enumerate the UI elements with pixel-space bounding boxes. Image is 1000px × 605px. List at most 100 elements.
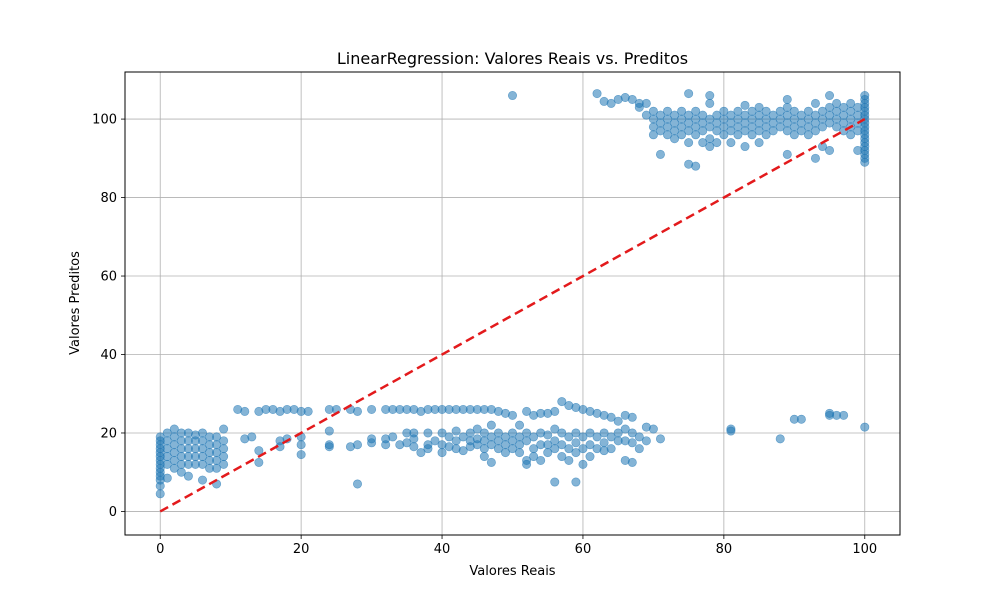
- data-point: [761, 130, 771, 140]
- data-point: [585, 428, 595, 438]
- data-point: [409, 442, 419, 452]
- data-point: [430, 436, 440, 446]
- data-point: [655, 149, 665, 159]
- data-point: [740, 126, 750, 136]
- y-tick-label: 80: [100, 191, 117, 206]
- data-point: [691, 130, 701, 140]
- data-point: [782, 94, 792, 104]
- data-point: [712, 138, 722, 148]
- data-point: [606, 412, 616, 422]
- data-point: [529, 432, 539, 442]
- data-point: [550, 444, 560, 454]
- data-point: [860, 422, 870, 432]
- data-point: [472, 424, 482, 434]
- y-tick-label: 60: [100, 270, 117, 285]
- data-point: [212, 432, 222, 442]
- data-point: [599, 428, 609, 438]
- data-point: [627, 438, 637, 448]
- data-point: [670, 134, 680, 144]
- data-point: [803, 130, 813, 140]
- data-point: [296, 440, 306, 450]
- data-point: [627, 412, 637, 422]
- data-point: [162, 428, 172, 438]
- data-point: [515, 420, 525, 430]
- data-point: [627, 428, 637, 438]
- data-point: [705, 91, 715, 101]
- data-point: [789, 130, 799, 140]
- data-point: [599, 438, 609, 448]
- data-point: [768, 126, 778, 136]
- data-point: [810, 98, 820, 108]
- data-point: [564, 455, 574, 465]
- data-point: [543, 448, 553, 458]
- data-point: [564, 444, 574, 454]
- data-point: [832, 122, 842, 132]
- chart-title: LinearRegression: Valores Reais vs. Pred…: [337, 49, 688, 68]
- data-point: [810, 126, 820, 136]
- data-point: [620, 424, 630, 434]
- data-point: [578, 432, 588, 442]
- data-point: [522, 459, 532, 469]
- data-point: [705, 142, 715, 152]
- data-point: [634, 432, 644, 442]
- data-point: [578, 459, 588, 469]
- data-points: [155, 89, 870, 499]
- data-point: [677, 130, 687, 140]
- data-point: [479, 452, 489, 462]
- data-point: [712, 126, 722, 136]
- data-point: [606, 432, 616, 442]
- data-point: [388, 432, 398, 442]
- axis-ticks: 0 20 40 60 80 100 0 20 40 60 80 100: [92, 113, 877, 557]
- data-point: [684, 89, 694, 99]
- data-point: [839, 410, 849, 420]
- data-point: [782, 126, 792, 136]
- data-point: [303, 406, 313, 416]
- data-point: [571, 477, 581, 487]
- data-point: [627, 94, 637, 104]
- data-point: [684, 126, 694, 136]
- data-point: [219, 459, 229, 469]
- data-point: [557, 440, 567, 450]
- data-point: [634, 102, 644, 112]
- data-point: [155, 432, 165, 442]
- data-point: [810, 153, 820, 163]
- data-point: [662, 130, 672, 140]
- x-tick-label: 60: [575, 542, 592, 557]
- data-point: [641, 98, 651, 108]
- data-point: [522, 436, 532, 446]
- data-point: [825, 118, 835, 128]
- reference-line: [159, 117, 866, 513]
- data-point: [507, 91, 517, 101]
- data-point: [444, 432, 454, 442]
- data-point: [423, 444, 433, 454]
- data-point: [219, 424, 229, 434]
- data-point: [550, 477, 560, 487]
- data-point: [571, 448, 581, 458]
- data-point: [775, 434, 785, 444]
- data-point: [155, 489, 165, 499]
- y-tick-label: 20: [100, 426, 117, 441]
- data-point: [515, 448, 525, 458]
- data-point: [183, 471, 193, 481]
- y-tick-label: 40: [100, 348, 117, 363]
- data-point: [705, 98, 715, 108]
- data-point: [825, 91, 835, 101]
- data-point: [402, 438, 412, 448]
- data-point: [296, 450, 306, 460]
- data-point: [655, 126, 665, 136]
- data-point: [458, 446, 468, 456]
- data-point: [571, 438, 581, 448]
- data-point: [198, 428, 208, 438]
- data-point: [860, 157, 870, 167]
- data-point: [698, 126, 708, 136]
- data-point: [437, 448, 447, 458]
- plot-frame: [124, 71, 901, 536]
- data-point: [529, 452, 539, 462]
- data-point: [472, 440, 482, 450]
- data-point: [634, 444, 644, 454]
- data-point: [564, 432, 574, 442]
- data-point: [825, 145, 835, 155]
- data-point: [423, 428, 433, 438]
